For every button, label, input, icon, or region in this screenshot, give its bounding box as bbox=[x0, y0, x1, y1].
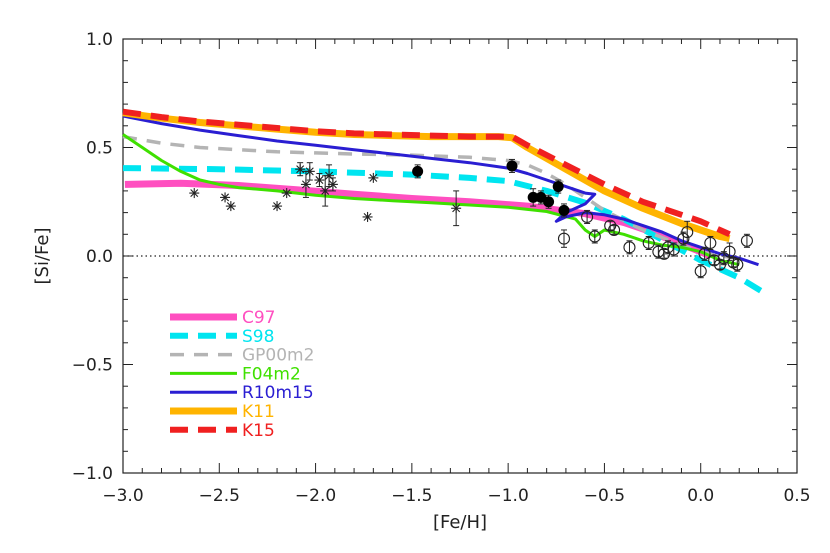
asterisk-marker bbox=[281, 188, 292, 199]
legend-label-c97: C97 bbox=[242, 308, 276, 328]
x-tick-label: 0.5 bbox=[783, 486, 810, 506]
asterisk-marker bbox=[295, 164, 306, 175]
open-circle-marker bbox=[677, 232, 690, 245]
legend-label-k11: K11 bbox=[242, 402, 275, 422]
open-circle-marker bbox=[642, 236, 655, 250]
open-circle-marker bbox=[681, 226, 694, 239]
x-tick-label: 0.0 bbox=[687, 486, 714, 506]
filled-circle-marker bbox=[552, 181, 564, 193]
legend-label-s98: S98 bbox=[242, 327, 274, 347]
asterisk-marker bbox=[272, 201, 283, 212]
asterisk-marker bbox=[300, 179, 311, 190]
asterisk-stroke bbox=[273, 202, 282, 211]
asterisk-stroke bbox=[369, 173, 378, 182]
series-line-f04m2 bbox=[122, 133, 740, 267]
asterisk-stroke bbox=[296, 165, 305, 174]
open-circle-marker bbox=[698, 247, 711, 260]
x-tick-label: −2.5 bbox=[199, 486, 240, 506]
open-circle-marker bbox=[740, 234, 753, 247]
asterisk-marker bbox=[324, 170, 335, 181]
open-circle-marker bbox=[694, 265, 707, 278]
series-line-c97 bbox=[124, 179, 712, 260]
x-tick-label: −2.0 bbox=[295, 486, 336, 506]
filled-circle-marker bbox=[412, 165, 424, 177]
asterisk-stroke bbox=[301, 180, 310, 189]
open-circle-marker bbox=[588, 230, 601, 243]
asterisk-marker bbox=[368, 172, 379, 183]
y-tick-label: 1.0 bbox=[86, 30, 113, 50]
asterisk-stroke bbox=[452, 204, 461, 213]
series-line-gp00m2 bbox=[122, 134, 740, 260]
y-tick-label: −0.5 bbox=[72, 356, 113, 376]
asterisk-stroke bbox=[221, 193, 230, 202]
asterisk-marker bbox=[225, 201, 236, 212]
asterisk-stroke bbox=[363, 212, 372, 221]
open-circle-marker bbox=[704, 236, 717, 250]
open-circle-marker bbox=[723, 245, 736, 258]
legend-label-f04m2: F04m2 bbox=[242, 364, 301, 384]
asterisk-stroke bbox=[315, 176, 324, 185]
y-tick-label: 0.5 bbox=[86, 139, 113, 159]
open-circle-marker bbox=[731, 258, 744, 271]
x-tick-label: −3.0 bbox=[102, 486, 143, 506]
y-tick-label: −1.0 bbox=[72, 464, 113, 484]
asterisk-marker bbox=[327, 179, 338, 190]
filled-circle-marker bbox=[558, 204, 570, 216]
x-tick-label: −1.5 bbox=[391, 486, 432, 506]
asterisk-stroke bbox=[305, 167, 314, 176]
asterisk-marker bbox=[220, 192, 231, 203]
x-axis-label: [Fe/H] bbox=[433, 512, 487, 533]
asterisk-stroke bbox=[328, 180, 337, 189]
asterisk-stroke bbox=[282, 189, 291, 198]
legend-label-gp00m2: GP00m2 bbox=[242, 346, 314, 366]
legend-label-k15: K15 bbox=[242, 421, 275, 441]
filled-circle-marker bbox=[527, 191, 539, 203]
legend-label-r10m15: R10m15 bbox=[242, 383, 314, 403]
x-tick-label: −0.5 bbox=[584, 486, 625, 506]
open-circle-marker bbox=[581, 210, 594, 223]
asterisk-marker bbox=[451, 203, 462, 214]
series-line-s98 bbox=[122, 165, 770, 298]
asterisk-marker bbox=[314, 175, 325, 186]
open-circle-marker bbox=[608, 223, 621, 237]
asterisk-marker bbox=[320, 185, 331, 196]
x-tick-label: −1.0 bbox=[488, 486, 529, 506]
open-circle-marker bbox=[667, 243, 680, 256]
filled-circle-marker bbox=[506, 160, 518, 172]
asterisk-stroke bbox=[321, 186, 330, 195]
y-axis-label: [Si/Fe] bbox=[32, 228, 53, 285]
asterisk-stroke bbox=[190, 189, 199, 198]
series-line-k15 bbox=[122, 108, 731, 238]
filled-circle-marker bbox=[543, 196, 555, 208]
asterisk-marker bbox=[189, 188, 200, 199]
asterisk-marker bbox=[362, 211, 373, 222]
y-tick-label: 0.0 bbox=[86, 247, 113, 267]
series-line-r10m15 bbox=[122, 114, 759, 267]
asterisk-stroke bbox=[325, 171, 334, 180]
asterisk-stroke bbox=[226, 202, 235, 211]
open-circle-marker bbox=[623, 241, 636, 254]
asterisk-marker bbox=[304, 166, 315, 177]
open-circle-marker bbox=[557, 232, 571, 245]
